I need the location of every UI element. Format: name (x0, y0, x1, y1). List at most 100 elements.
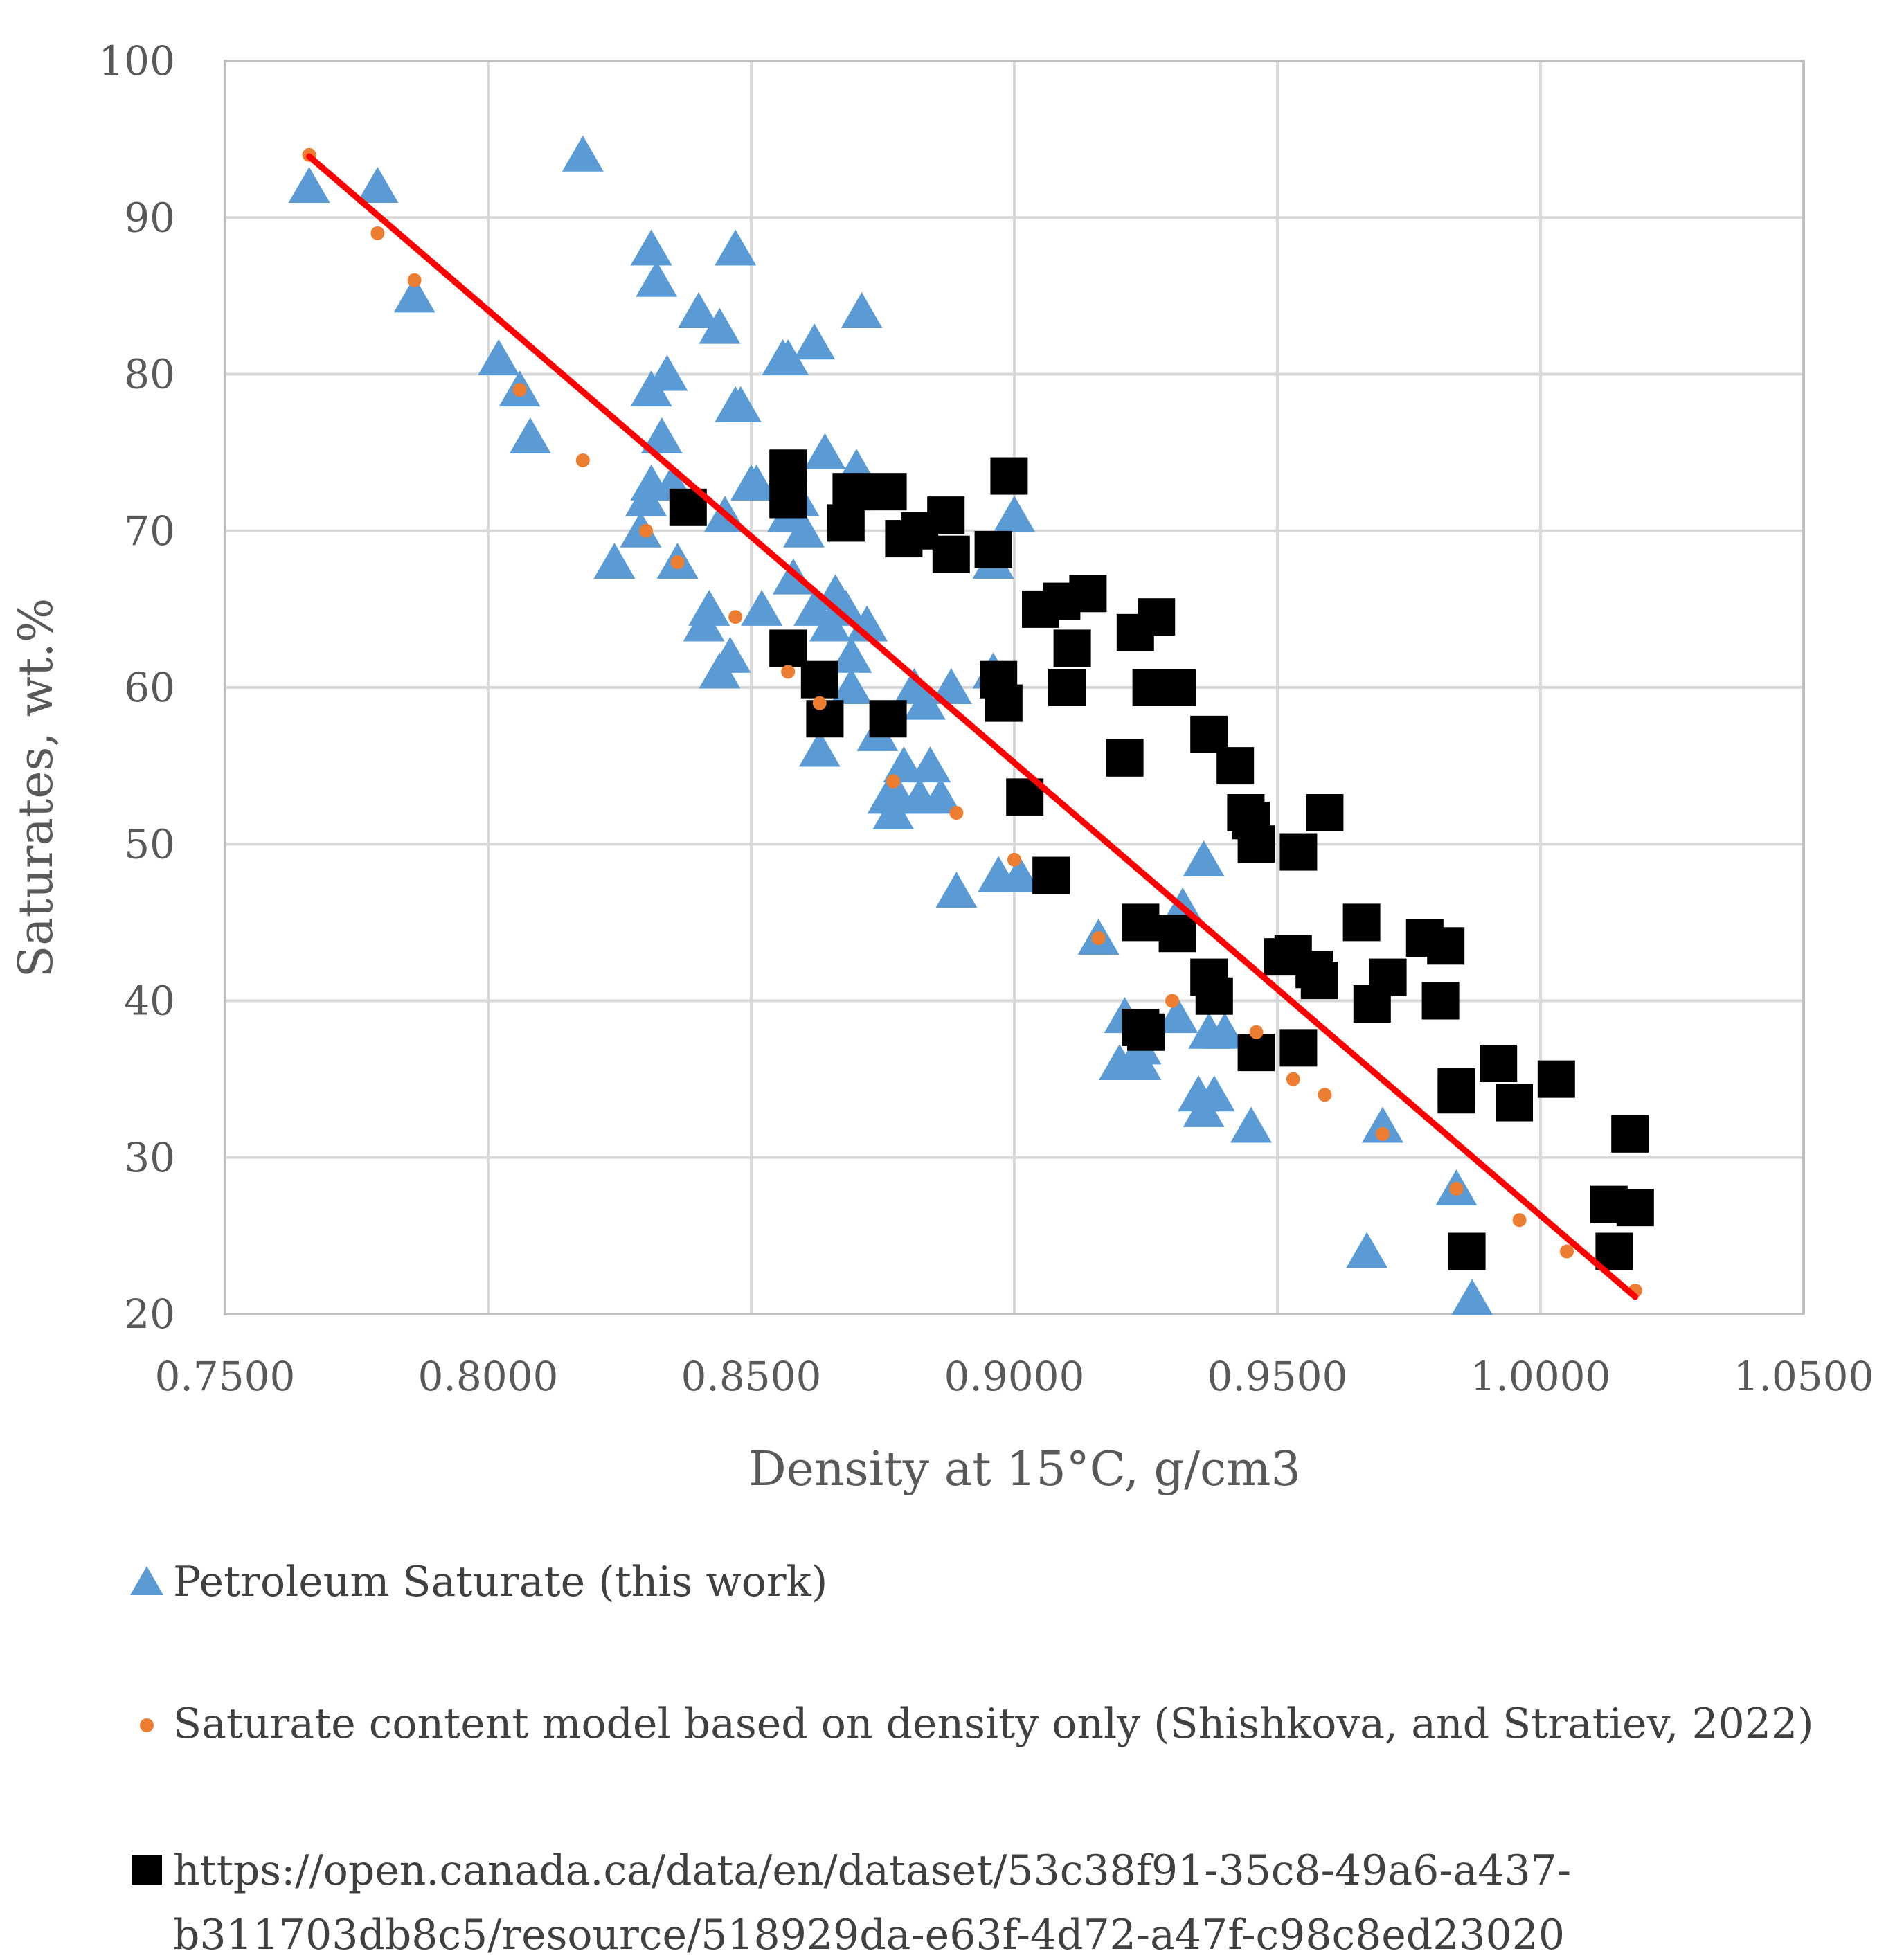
square-point (1237, 1034, 1275, 1072)
legend-label-dataset-url-line2: b311703db8c5/resource/518929da-e63f-4d72… (173, 1911, 1565, 1959)
square-point (1106, 739, 1144, 777)
x-tick-label: 1.0000 (1471, 1353, 1611, 1400)
square-point (1421, 982, 1460, 1020)
triangle-point (699, 307, 741, 344)
square-point (1496, 1084, 1533, 1122)
triangle-point (846, 605, 888, 642)
legend-label-dataset-url-line1: https://open.canada.ca/data/en/dataset/5… (173, 1846, 1571, 1895)
triangle-point (1156, 997, 1198, 1034)
triangle-point (994, 496, 1035, 532)
triangle-point (804, 433, 846, 469)
triangle-point (909, 746, 951, 783)
x-tick-label: 0.8500 (681, 1353, 822, 1400)
model-trendline (306, 153, 1639, 1300)
y-tick-labels: 20 30 40 50 60 70 80 90 100 (98, 37, 175, 1338)
legend-dot-marker (140, 1718, 154, 1732)
triangle-point (825, 589, 867, 626)
triangle-point (1183, 840, 1225, 876)
model-dot-point (1512, 1213, 1527, 1228)
square-point (1342, 903, 1381, 942)
model-dot-point (1007, 852, 1021, 867)
square-point (1158, 669, 1196, 706)
square-point (827, 504, 865, 542)
triangle-point (562, 135, 604, 172)
model-dot-point (1318, 1088, 1332, 1102)
triangle-point (357, 167, 399, 203)
square-point (1611, 1115, 1649, 1153)
square-point (1595, 1232, 1633, 1270)
square-point (1216, 747, 1255, 785)
x-tick-label: 1.0500 (1734, 1353, 1874, 1400)
square-point (1279, 833, 1318, 871)
plot-area-frame (224, 60, 1805, 1315)
model-dot-point (1165, 994, 1179, 1008)
series-canada-dataset (669, 449, 1654, 1270)
data-marks (288, 135, 1654, 1315)
model-dot-point (949, 806, 964, 820)
legend-label-petroleum-saturate: Petroleum Saturate (this work) (173, 1558, 827, 1606)
triangle-point (830, 636, 872, 673)
square-point (1069, 575, 1107, 613)
square-point (932, 535, 970, 573)
square-point (832, 473, 870, 511)
legend-triangle-marker (130, 1566, 163, 1595)
model-dot-point (1560, 1244, 1574, 1259)
y-tick-label: 40 (124, 978, 175, 1025)
square-point (1127, 1013, 1165, 1051)
square-point (1537, 1060, 1575, 1098)
legend-label-model: Saturate content model based on density … (173, 1700, 1814, 1748)
triangle-point (830, 668, 872, 704)
triangle-point (1204, 1012, 1246, 1049)
square-point (1122, 903, 1160, 942)
x-tick-label: 0.7500 (155, 1353, 296, 1400)
square-point (1480, 1045, 1518, 1082)
y-tick-label: 70 (124, 507, 175, 555)
x-tick-label: 0.8000 (418, 1353, 559, 1400)
y-tick-label: 30 (124, 1134, 175, 1181)
model-dot-point (886, 774, 901, 789)
square-point (927, 496, 965, 534)
y-tick-label: 90 (124, 194, 175, 241)
triangle-point (919, 777, 962, 814)
triangle-point (288, 167, 330, 203)
model-dot-point (812, 696, 827, 710)
square-point (1279, 1029, 1318, 1067)
triangle-point (1193, 1075, 1235, 1112)
square-point (1237, 825, 1275, 863)
model-dot-point (1376, 1126, 1390, 1141)
triangle-point (709, 636, 751, 673)
triangle-point (998, 856, 1041, 892)
triangle-point (509, 417, 551, 453)
x-tick-labels: 0.7500 0.8000 0.8500 0.9000 0.9500 1.0000 1.05… (155, 1353, 1874, 1400)
square-point (1048, 669, 1086, 706)
model-dot-point (639, 523, 653, 538)
square-point (1369, 958, 1407, 996)
x-axis-title: Density at 15°C, g/cm3 (748, 1442, 1301, 1497)
square-point (1306, 794, 1344, 831)
triangle-point (593, 543, 636, 579)
square-point (1427, 927, 1465, 965)
model-dot-point (512, 383, 527, 397)
x-tick-label: 0.9500 (1207, 1353, 1348, 1400)
model-dot-point (1286, 1072, 1300, 1086)
square-point (1616, 1189, 1654, 1227)
triangle-point (883, 746, 925, 783)
triangle-point (798, 730, 841, 767)
y-tick-label: 60 (124, 664, 175, 711)
triangle-point (841, 292, 883, 328)
square-point (800, 660, 838, 699)
legend: Petroleum Saturate (this work) Saturate … (130, 1558, 1814, 1959)
triangle-point (767, 339, 809, 375)
triangle-point (741, 589, 783, 626)
square-point (990, 457, 1028, 495)
square-point (769, 449, 807, 487)
triangle-point (1451, 1279, 1493, 1315)
triangle-point (719, 386, 762, 422)
square-point (869, 473, 907, 511)
model-dot-point (1249, 1025, 1264, 1039)
triangle-point (715, 229, 757, 266)
triangle-point (935, 872, 978, 908)
triangle-point (678, 292, 719, 328)
triangle-point (640, 417, 683, 453)
